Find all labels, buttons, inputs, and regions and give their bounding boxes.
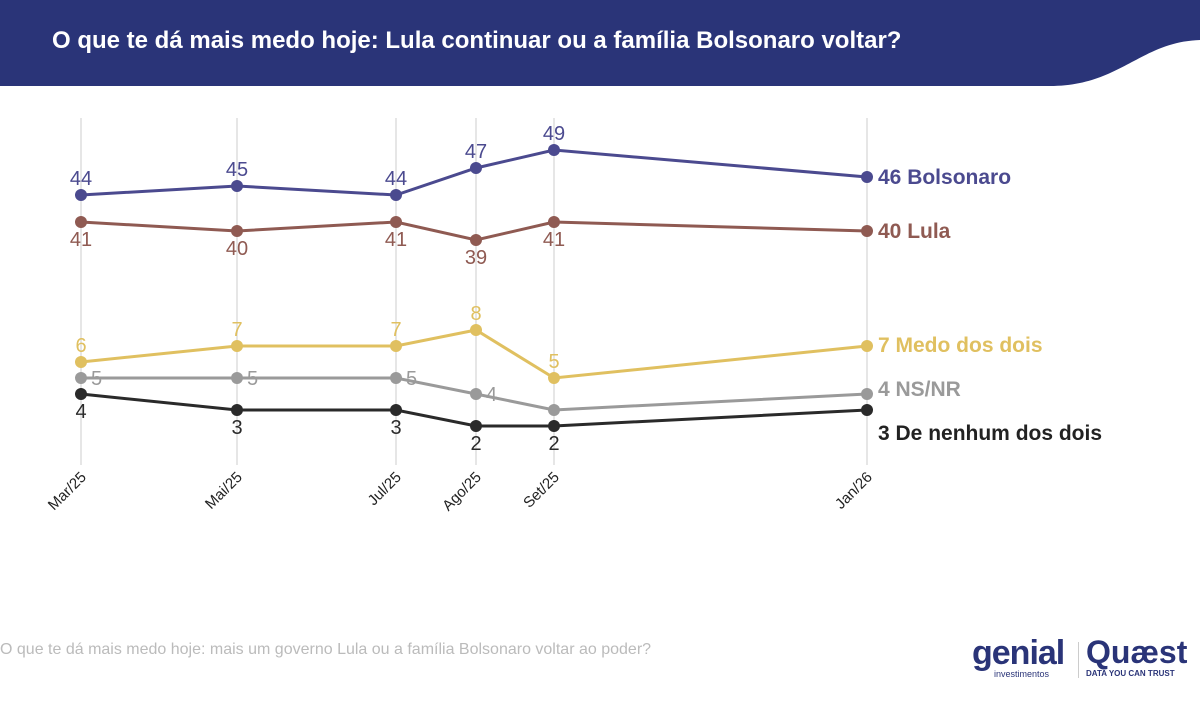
data-point <box>861 388 873 400</box>
data-label: 5 <box>91 368 102 390</box>
series-line <box>80 392 868 428</box>
data-point <box>75 388 87 400</box>
data-point <box>75 356 87 368</box>
data-point <box>231 340 243 352</box>
data-label: 4 <box>486 384 497 406</box>
data-label: 3 <box>390 417 401 439</box>
data-label: 47 <box>465 141 487 163</box>
data-label: 39 <box>465 247 487 269</box>
data-label: 41 <box>385 229 407 251</box>
data-point <box>390 189 402 201</box>
data-label: 5 <box>247 368 258 390</box>
logo-divider <box>1078 642 1079 678</box>
data-point <box>231 404 243 416</box>
header-banner <box>0 0 1200 86</box>
x-tick-label: Mai/25 <box>202 469 246 513</box>
data-label: 4 <box>75 401 86 423</box>
data-point <box>231 225 243 237</box>
question-note: O que te dá mais medo hoje: mais um gove… <box>0 641 652 658</box>
series-line <box>80 328 868 380</box>
data-label: 49 <box>543 123 565 145</box>
series-end-label: 3 De nenhum dos dois <box>878 422 1102 445</box>
page-title: O que te dá mais medo hoje: Lula continu… <box>52 27 902 54</box>
data-point <box>548 216 560 228</box>
data-point <box>548 404 560 416</box>
data-point <box>861 225 873 237</box>
data-point <box>390 404 402 416</box>
quaest-logo: Quæst <box>1086 634 1188 670</box>
series-end-label: 40 Lula <box>878 220 951 243</box>
data-point <box>470 420 482 432</box>
data-label: 3 <box>231 417 242 439</box>
data-point <box>231 372 243 384</box>
data-label: 41 <box>543 229 565 251</box>
data-label: 41 <box>70 229 92 251</box>
data-point <box>75 189 87 201</box>
series-end-label: 46 Bolsonaro <box>878 166 1011 189</box>
x-tick-label: Jul/25 <box>365 469 405 509</box>
data-label: 40 <box>226 238 248 260</box>
series-end-label: 4 NS/NR <box>878 378 961 401</box>
data-label: 6 <box>75 335 86 357</box>
series-line <box>80 220 868 242</box>
data-point <box>548 372 560 384</box>
data-point <box>548 420 560 432</box>
data-point <box>470 162 482 174</box>
data-label: 2 <box>548 433 559 455</box>
data-point <box>470 234 482 246</box>
data-point <box>390 340 402 352</box>
data-point <box>75 216 87 228</box>
data-label: 2 <box>470 433 481 455</box>
data-label: 45 <box>226 159 248 181</box>
series-line <box>81 376 868 412</box>
data-label: 7 <box>390 319 401 341</box>
data-label: 8 <box>470 303 481 325</box>
series-end-label: 7 Medo dos dois <box>878 334 1043 357</box>
x-tick-label: Jan/26 <box>832 469 876 513</box>
data-label: 5 <box>548 351 559 373</box>
data-point <box>75 372 87 384</box>
data-label: 44 <box>70 168 92 190</box>
x-tick-label: Mar/25 <box>45 469 90 514</box>
data-point <box>390 216 402 228</box>
genial-logo-sub: investimentos <box>994 669 1050 679</box>
data-point <box>390 372 402 384</box>
data-point <box>470 388 482 400</box>
series-line <box>80 148 868 197</box>
data-label: 44 <box>385 168 407 190</box>
x-tick-label: Ago/25 <box>439 469 485 515</box>
data-point <box>548 144 560 156</box>
data-point <box>861 404 873 416</box>
data-label: 7 <box>231 319 242 341</box>
data-point <box>861 340 873 352</box>
data-point <box>861 171 873 183</box>
data-point <box>231 180 243 192</box>
logos: genial investimentos Quæst DATA YOU CAN … <box>972 634 1187 682</box>
genial-logo: genial <box>972 634 1065 672</box>
data-point <box>470 324 482 336</box>
x-tick-label: Set/25 <box>520 469 563 512</box>
data-label: 5 <box>406 368 417 390</box>
quaest-logo-sub: DATA YOU CAN TRUST <box>1086 669 1175 678</box>
